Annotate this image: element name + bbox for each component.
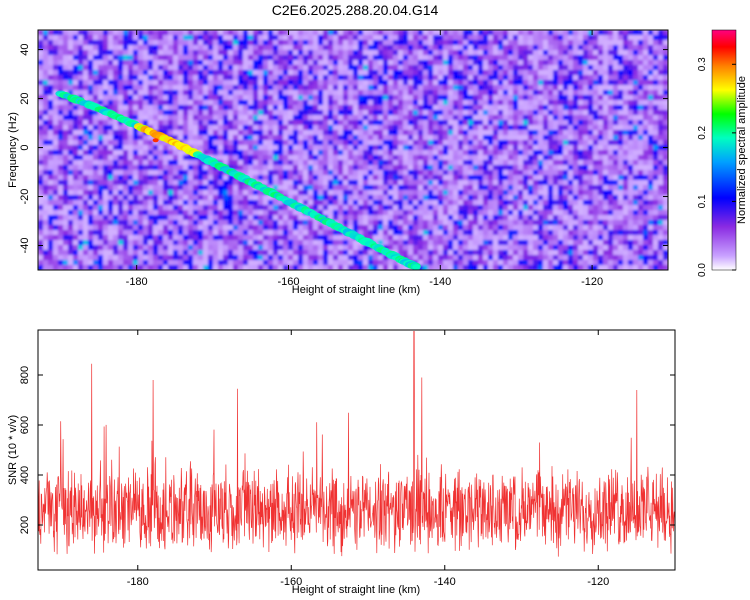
figure-title: C2E6.2025.288.20.04.G14 — [272, 2, 439, 18]
snr-ytick-label: 600 — [19, 416, 31, 434]
snr-axes: -180 -160 -140 -120 200 400 600 800 — [19, 330, 675, 588]
snr-ylabel: SNR (10 * v/v) — [7, 415, 19, 485]
snr-panel: -180 -160 -140 -120 200 400 600 800 Height of s… — [7, 329, 676, 596]
heatmap-xtick-label: -120 — [581, 276, 603, 288]
heatmap-xtick-label: -180 — [126, 276, 148, 288]
heatmap-ytick-label: 0 — [19, 144, 31, 150]
colorbar-ticks: 0.0 0.1 0.2 0.3 — [697, 57, 736, 277]
snr-series-line — [38, 330, 675, 557]
snr-ytick-label: 400 — [19, 466, 31, 484]
heatmap-ylabel: Frequency (Hz) — [7, 112, 19, 188]
heatmap-xlabel: Height of straight line (km) — [292, 284, 420, 296]
heatmap-frame — [37, 29, 669, 271]
colorbar-tick-label: 0.0 — [697, 263, 708, 277]
snr-xtick-label: -120 — [587, 576, 609, 588]
colorbar-tick-label: 0.2 — [697, 125, 708, 139]
colorbar-gradient — [711, 29, 737, 271]
colorbar: 0.0 0.1 0.2 0.3 Normalized spectral amplitu… — [697, 29, 748, 277]
heatmap-cells — [38, 30, 668, 270]
heatmap-xtick-label: -140 — [429, 276, 451, 288]
heatmap-ytick-label: -20 — [19, 189, 31, 205]
colorbar-label: Normalized spectral amplitude — [736, 76, 748, 224]
snr-xtick-label: -140 — [434, 576, 456, 588]
snr-ytick-label: 200 — [19, 516, 31, 534]
snr-ytick-label: 800 — [19, 366, 31, 384]
heatmap-ytick-label: 40 — [19, 43, 31, 55]
heatmap-ytick-label: -40 — [19, 238, 31, 254]
heatmap-xtick-label: -160 — [277, 276, 299, 288]
colorbar-tick-label: 0.3 — [697, 57, 708, 71]
snr-xtick-label: -160 — [280, 576, 302, 588]
snr-xtick-label: -180 — [127, 576, 149, 588]
heatmap-axes: -180 -160 -140 -120 -40 -20 0 20 40 — [19, 30, 668, 288]
colorbar-tick-label: 0.1 — [697, 194, 708, 208]
heatmap-ytick-label: 20 — [19, 92, 31, 104]
snr-xlabel: Height of straight line (km) — [292, 584, 420, 596]
heatmap-panel: -180 -160 -140 -120 -40 -20 0 20 40 Height of st… — [7, 29, 669, 296]
snr-frame — [37, 329, 676, 571]
